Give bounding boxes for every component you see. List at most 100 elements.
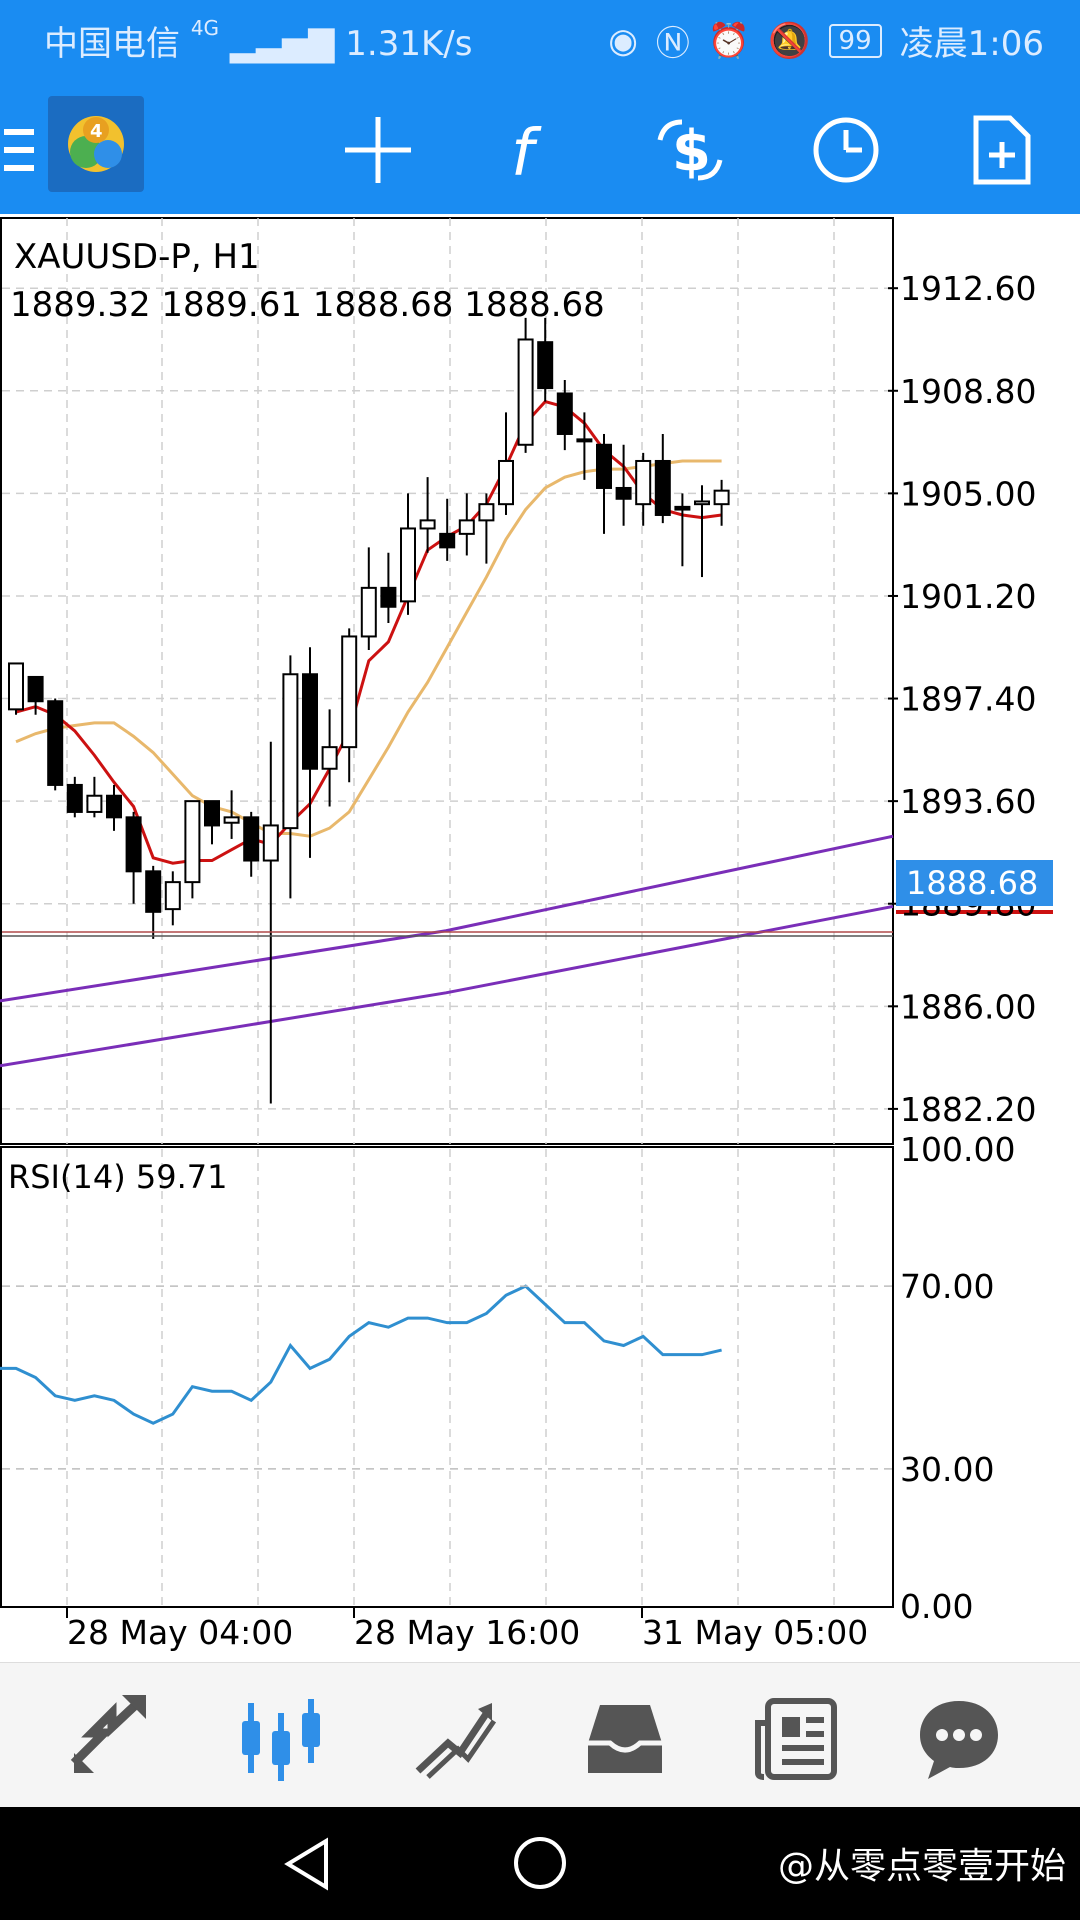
price-tick-label: 1905.00 <box>900 474 1036 513</box>
candles <box>8 317 730 1104</box>
price-tick-label: 1912.60 <box>900 269 1036 308</box>
main-chart-frame <box>0 217 894 1145</box>
svg-text:f: f <box>511 117 542 185</box>
alarm-icon: ⏰ <box>707 20 751 61</box>
candle-bull <box>517 338 534 446</box>
metatrader-logo[interactable]: 4 <box>48 96 144 192</box>
price-chart[interactable]: 1912.60 1908.80 1905.00 1901.20 1897.40 1893.… <box>0 216 1080 1661</box>
function-icon[interactable]: f <box>494 110 574 190</box>
candle-bear <box>66 783 83 813</box>
candle-bear <box>145 870 162 913</box>
carrier-label: 中国电信 <box>44 24 180 64</box>
network-speed: 1.31K/s <box>345 24 473 64</box>
price-tick-label: 1882.20 <box>900 1090 1036 1129</box>
trade-nav-icon[interactable] <box>408 1693 498 1783</box>
candle-bear <box>615 486 632 500</box>
chart-area[interactable]: 1912.60 1908.80 1905.00 1901.20 1897.40 1893.… <box>0 216 1080 1661</box>
candle-bear <box>47 700 64 786</box>
candle-bear <box>27 675 44 703</box>
time-tick-label: 28 May 16:00 <box>354 1613 580 1652</box>
candle-bear <box>106 794 122 819</box>
candle-bull <box>282 673 299 830</box>
rsi-polyline <box>0 1284 722 1425</box>
candle-bull <box>458 519 475 535</box>
nfc-icon: Ⓝ <box>655 24 690 64</box>
history-icon[interactable] <box>580 1693 670 1783</box>
watermark-text: @从零点零壹开始 <box>777 1846 1066 1887</box>
candle-bull <box>341 635 358 749</box>
candle-bull <box>498 459 514 506</box>
battery-icon: 99 <box>828 23 882 58</box>
candle-bull <box>713 489 730 506</box>
candle-bull <box>8 662 24 711</box>
time-axis: 28 May 04:00 28 May 16:00 31 May 05:00 <box>66 1606 868 1652</box>
candle-bear <box>654 459 671 516</box>
rsi-tick-label: 100.00 <box>900 1130 1015 1169</box>
current-price-badge <box>896 860 1053 906</box>
current-price-value: 1888.68 <box>906 864 1038 902</box>
price-tick-label: 1901.20 <box>900 577 1036 616</box>
candle-bear <box>204 800 220 827</box>
home-icon[interactable] <box>512 1835 568 1895</box>
bottom-navigation <box>0 1662 1080 1808</box>
clock-icon[interactable] <box>806 110 886 190</box>
candle-bull <box>694 500 710 506</box>
candle-bull <box>86 794 103 813</box>
candle-bull <box>400 527 416 603</box>
status-time: 凌晨1:06 <box>899 24 1044 64</box>
candle-bear <box>380 586 397 608</box>
time-tick-label: 31 May 05:00 <box>642 1613 868 1652</box>
status-right: ◉ Ⓝ ⏰ 🔕 99 凌晨1:06 <box>608 16 1044 65</box>
candle-bear <box>243 816 260 862</box>
ohlc-label: 1889.32 1889.61 1888.68 1888.68 <box>10 285 605 325</box>
candle-bear <box>674 505 691 511</box>
candle-bull <box>360 586 377 638</box>
mute-icon: 🔕 <box>768 20 811 61</box>
rsi-tick-label: 30.00 <box>900 1450 994 1489</box>
price-tick-label: 1897.40 <box>900 680 1036 719</box>
price-axis: 1912.60 1908.80 1905.00 1901.20 1897.40 1893.… <box>888 269 1036 1129</box>
symbol-label: XAUUSD-P, H1 <box>14 237 260 277</box>
new-document-icon[interactable] <box>962 110 1042 190</box>
svg-text:$: $ <box>672 119 711 184</box>
rsi-axis: 100.00 70.00 30.00 0.00 <box>2 1130 1015 1626</box>
candle-bull <box>635 459 652 506</box>
candle-bull <box>419 519 436 530</box>
candle-bear <box>125 816 142 873</box>
chat-icon[interactable] <box>914 1693 1004 1783</box>
crosshair-icon[interactable] <box>338 110 418 190</box>
svg-text:4: 4 <box>90 121 103 142</box>
network-type: 4G <box>190 16 220 40</box>
candle-bear <box>596 443 612 489</box>
eye-icon: ◉ <box>608 20 638 61</box>
current-price-line <box>2 909 1053 937</box>
signal-icon: ▂▃▅▇ <box>229 24 335 64</box>
back-icon[interactable] <box>280 1837 334 1895</box>
rsi-label: RSI(14) 59.71 <box>8 1158 227 1196</box>
candle-bull <box>223 816 240 824</box>
candle-bear <box>556 392 573 435</box>
chart-icon[interactable] <box>236 1693 326 1783</box>
rsi-line <box>0 1284 722 1425</box>
price-tick-label: 1908.80 <box>900 372 1036 411</box>
menu-icon[interactable] <box>0 110 40 190</box>
candle-bear <box>537 341 554 390</box>
candle-bull <box>321 746 338 770</box>
status-bar: 中国电信 4G ▂▃▅▇ 1.31K/s ◉ Ⓝ ⏰ 🔕 99 凌晨1:06 <box>0 0 1080 80</box>
price-tick-label: 1886.00 <box>900 987 1036 1026</box>
candle-bull <box>262 824 279 862</box>
rsi-chart-frame <box>0 1146 894 1608</box>
candle-bear <box>302 673 318 770</box>
status-left: 中国电信 4G ▂▃▅▇ 1.31K/s <box>44 16 472 65</box>
candle-bull <box>184 800 201 884</box>
price-tick-label: 1893.60 <box>900 782 1036 821</box>
trade-icon[interactable]: $ <box>650 110 730 190</box>
news-icon[interactable] <box>752 1693 842 1783</box>
candle-bear <box>439 532 456 549</box>
top-toolbar: 4 f $ <box>0 80 1080 214</box>
rsi-tick-label: 0.00 <box>900 1587 973 1626</box>
candle-bull <box>478 503 495 522</box>
quotes-icon[interactable] <box>64 1693 154 1783</box>
grid <box>2 218 893 1606</box>
candle-bull <box>164 881 181 911</box>
